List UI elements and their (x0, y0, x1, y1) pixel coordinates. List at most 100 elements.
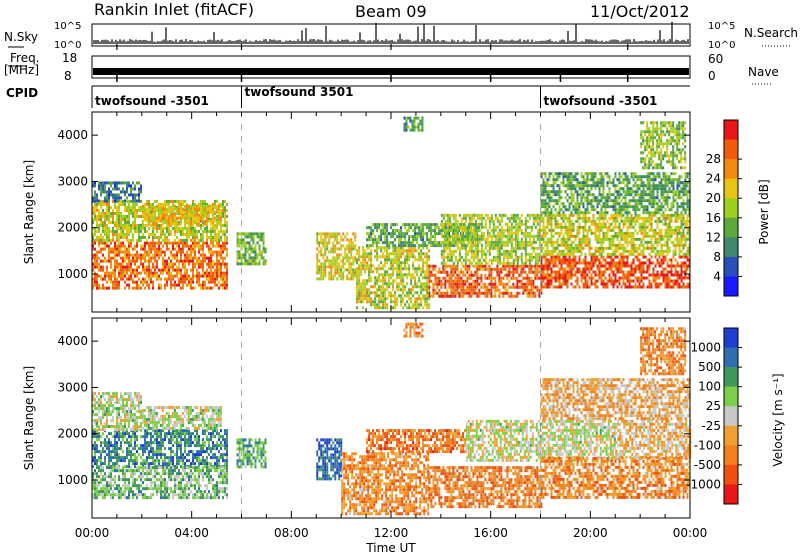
echo-cell (102, 265, 104, 269)
echo-cell (532, 249, 535, 253)
echo-cell (546, 246, 549, 250)
echo-cell (648, 282, 651, 286)
echo-cell (686, 258, 689, 262)
echo-cell (460, 288, 463, 292)
echo-cell (398, 249, 401, 253)
echo-cell (320, 268, 323, 272)
echo-cell (332, 262, 335, 266)
echo-cell (320, 247, 323, 251)
echo-cell (120, 220, 122, 224)
echo-cell (166, 223, 168, 227)
echo-cell (98, 262, 100, 266)
echo-cell (155, 207, 158, 211)
echo-cell (100, 217, 102, 221)
echo-cell (332, 244, 335, 248)
echo-cell (102, 229, 104, 233)
echo-cell (143, 216, 146, 220)
echo-cell (408, 291, 411, 295)
echo-cell (414, 255, 417, 259)
echo-cell (340, 247, 343, 251)
echo-cell (157, 216, 160, 220)
echo-cell (352, 244, 355, 248)
echo-cell (446, 294, 449, 298)
echo-cell (92, 238, 94, 242)
echo-cell (144, 265, 146, 269)
echo-cell (572, 285, 575, 289)
echo-cell (92, 253, 94, 257)
echo-cell (372, 232, 375, 236)
echo-cell (554, 249, 557, 253)
echo-cell (210, 235, 212, 239)
echo-cell (556, 237, 559, 241)
echo-cell (380, 249, 383, 253)
echo-cell (342, 259, 345, 263)
echo-cell (220, 226, 222, 230)
echo-cell (128, 217, 130, 221)
echo-cell (128, 181, 130, 185)
echo-cell (452, 240, 455, 244)
echo-cell (130, 187, 132, 191)
echo-cell (484, 276, 487, 280)
echo-cell (480, 216, 483, 220)
echo-cell (149, 213, 152, 217)
echo-cell (444, 249, 447, 253)
echo-cell (484, 222, 487, 226)
echo-cell (197, 213, 200, 217)
echo-cell (370, 232, 373, 236)
echo-cell (664, 279, 667, 283)
echo-cell (178, 250, 180, 254)
echo-cell (138, 238, 140, 242)
echo-cell (558, 261, 561, 265)
echo-cell (634, 276, 637, 280)
echo-cell (96, 262, 98, 266)
echo-cell (402, 300, 405, 304)
echo-cell (106, 196, 108, 200)
echo-cell (680, 276, 683, 280)
echo-cell (472, 231, 475, 235)
echo-cell (171, 213, 174, 217)
echo-cell (364, 261, 367, 265)
echo-cell (366, 297, 369, 301)
echo-cell (114, 232, 116, 236)
echo-cell (490, 219, 493, 223)
echo-cell (96, 235, 98, 239)
echo-cell (548, 282, 551, 286)
echo-cell (644, 255, 647, 259)
echo-cell (540, 285, 543, 289)
echo-cell (552, 213, 555, 217)
echo-cell (500, 291, 503, 295)
echo-cell (206, 211, 208, 215)
echo-cell (192, 205, 194, 209)
echo-cell (678, 264, 681, 268)
echo-cell (474, 219, 477, 223)
echo-cell (178, 259, 180, 263)
echo-cell (191, 210, 194, 214)
echo-cell (510, 291, 513, 295)
echo-cell (171, 216, 174, 220)
echo-cell (514, 249, 517, 253)
echo-cell (378, 279, 381, 283)
echo-cell (186, 277, 188, 281)
echo-cell (494, 276, 497, 280)
echo-cell (434, 267, 437, 271)
echo-cell (196, 268, 198, 272)
echo-cell (402, 252, 405, 256)
echo-cell (426, 252, 429, 256)
echo-cell (106, 244, 108, 248)
echo-cell (102, 268, 104, 272)
echo-cell (338, 268, 341, 272)
echo-cell (118, 199, 120, 203)
echo-cell (422, 246, 425, 250)
echo-cell (384, 258, 387, 262)
echo-cell (384, 226, 387, 230)
echo-cell (636, 267, 639, 271)
echo-cell (256, 235, 259, 239)
echo-cell (224, 199, 226, 203)
echo-cell (476, 246, 479, 250)
echo-cell (404, 273, 407, 277)
echo-cell (414, 244, 417, 248)
echo-cell (454, 225, 457, 229)
echo-cell (156, 265, 158, 269)
echo-cell (212, 286, 214, 290)
echo-cell (136, 214, 138, 218)
